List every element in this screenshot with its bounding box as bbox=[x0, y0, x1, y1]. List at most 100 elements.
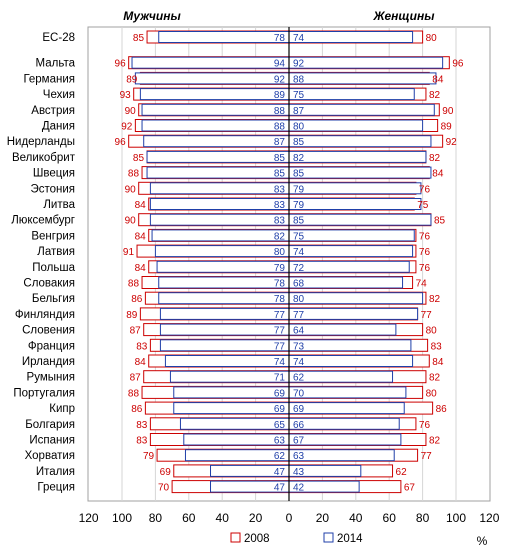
unit-label: % bbox=[477, 534, 488, 548]
value-label-female-2014: 43 bbox=[293, 467, 305, 478]
bar-male-2014 bbox=[141, 119, 290, 132]
value-label-female-2014: 74 bbox=[293, 33, 305, 44]
value-label-male-2008: 93 bbox=[120, 90, 132, 101]
value-label-female-2008: 90 bbox=[442, 106, 454, 117]
value-label-female-2008: 80 bbox=[426, 326, 438, 337]
bar-male-2014 bbox=[164, 355, 290, 367]
value-label-female-2008: 80 bbox=[426, 33, 438, 44]
x-tick-label: 20 bbox=[249, 511, 263, 525]
value-label-male-2008: 88 bbox=[128, 169, 140, 180]
value-label-female-2014: 73 bbox=[293, 341, 305, 352]
value-label-female-2008: 82 bbox=[429, 153, 441, 164]
category-label: Эстония bbox=[30, 183, 75, 195]
value-label-male-2008: 84 bbox=[135, 263, 147, 274]
value-label-female-2008: 76 bbox=[419, 263, 431, 274]
bar-female-2014 bbox=[288, 150, 427, 163]
value-label-male-2008: 90 bbox=[125, 106, 137, 117]
value-label-male-2014: 65 bbox=[274, 420, 286, 431]
bar-female-2014 bbox=[288, 433, 402, 446]
value-label-female-2014: 80 bbox=[293, 122, 305, 133]
value-label-male-2014: 94 bbox=[274, 59, 286, 70]
value-label-male-2014: 80 bbox=[274, 247, 286, 258]
bar-male-2014 bbox=[158, 276, 290, 289]
value-label-male-2014: 71 bbox=[274, 373, 286, 384]
value-label-male-2008: 89 bbox=[126, 310, 138, 321]
value-label-male-2008: 86 bbox=[131, 404, 143, 415]
bar-male-2014 bbox=[134, 72, 290, 85]
bar-male-2014 bbox=[173, 386, 290, 399]
category-label: Люксембург bbox=[11, 215, 75, 227]
category-label: Болгария bbox=[25, 419, 75, 431]
value-label-female-2014: 42 bbox=[293, 483, 305, 494]
value-label-male-2008: 90 bbox=[125, 184, 137, 195]
value-label-male-2008: 88 bbox=[128, 279, 140, 290]
bar-male-2014 bbox=[146, 150, 290, 163]
value-label-female-2008: 80 bbox=[426, 388, 438, 399]
value-label-male-2014: 82 bbox=[274, 231, 286, 242]
value-label-male-2008: 79 bbox=[143, 451, 155, 462]
value-label-female-2014: 85 bbox=[293, 169, 305, 180]
value-label-female-2014: 70 bbox=[293, 388, 305, 399]
bar-female-2014 bbox=[288, 198, 422, 210]
category-label: Латвия bbox=[37, 246, 75, 258]
bar-male-2014 bbox=[151, 229, 290, 242]
bar-male-2014 bbox=[158, 292, 290, 305]
bar-male-2014 bbox=[173, 402, 290, 415]
value-label-male-2014: 87 bbox=[274, 137, 286, 148]
bar-female-2014 bbox=[288, 119, 424, 132]
value-label-male-2008: 96 bbox=[115, 59, 127, 70]
value-label-male-2014: 77 bbox=[274, 341, 286, 352]
bar-male-2014 bbox=[154, 245, 290, 258]
category-label: Германия bbox=[23, 73, 75, 85]
value-label-female-2008: 84 bbox=[432, 74, 444, 85]
value-label-male-2008: 89 bbox=[126, 74, 138, 85]
category-label: Нидерланды bbox=[7, 136, 75, 148]
value-label-female-2008: 62 bbox=[396, 467, 408, 478]
x-tick-label: 80 bbox=[149, 511, 163, 525]
value-label-female-2008: 86 bbox=[436, 404, 448, 415]
value-label-male-2008: 91 bbox=[123, 247, 135, 258]
value-label-male-2014: 74 bbox=[274, 357, 286, 368]
bar-female-2014 bbox=[288, 370, 394, 383]
value-label-female-2014: 62 bbox=[293, 373, 305, 384]
value-label-male-2014: 88 bbox=[274, 122, 286, 133]
x-tick-label: 80 bbox=[416, 511, 430, 525]
category-label: Хорватия bbox=[25, 450, 75, 462]
value-labels: 85 80 78 74 96 96 94 92 89 84 92 88 93 82 89 75 90 90 88 87… bbox=[115, 33, 464, 494]
bar-female-2014 bbox=[288, 417, 400, 430]
value-label-male-2008: 87 bbox=[130, 373, 142, 384]
value-label-female-2008: 84 bbox=[432, 357, 444, 368]
bar-male-2014 bbox=[146, 166, 290, 179]
category-label: Венгрия bbox=[31, 230, 75, 242]
value-label-male-2008: 85 bbox=[133, 33, 145, 44]
category-label: Польша bbox=[32, 262, 75, 274]
value-label-male-2014: 89 bbox=[274, 90, 286, 101]
category-label: Румыния bbox=[27, 372, 75, 384]
value-label-female-2008: 67 bbox=[404, 483, 416, 494]
left-panel-title: Мужчины bbox=[123, 9, 181, 23]
category-label: Кипр bbox=[49, 403, 75, 415]
bar-female-2014 bbox=[288, 182, 422, 195]
value-label-female-2014: 75 bbox=[293, 90, 305, 101]
value-label-female-2014: 72 bbox=[293, 263, 305, 274]
value-label-male-2008: 69 bbox=[160, 467, 172, 478]
value-label-female-2008: 76 bbox=[419, 231, 431, 242]
value-label-male-2014: 69 bbox=[274, 404, 286, 415]
bar-male-2014 bbox=[143, 135, 290, 148]
value-label-female-2008: 84 bbox=[432, 169, 444, 180]
x-tick-label: 40 bbox=[216, 511, 230, 525]
value-label-male-2014: 79 bbox=[274, 263, 286, 274]
legend-label-2014: 2014 bbox=[337, 533, 363, 545]
bar-female-2014 bbox=[288, 292, 424, 305]
value-label-male-2014: 47 bbox=[274, 467, 286, 478]
value-label-female-2008: 77 bbox=[421, 310, 433, 321]
bar-male-2014 bbox=[158, 31, 290, 43]
value-label-female-2008: 89 bbox=[441, 122, 453, 133]
x-tick-label: 60 bbox=[383, 511, 397, 525]
value-label-male-2008: 85 bbox=[133, 153, 145, 164]
value-label-female-2008: 82 bbox=[429, 294, 441, 305]
value-label-female-2008: 76 bbox=[419, 420, 431, 431]
value-label-male-2014: 83 bbox=[274, 184, 286, 195]
category-label: Дания bbox=[42, 121, 75, 133]
bar-male-2014 bbox=[159, 323, 290, 336]
